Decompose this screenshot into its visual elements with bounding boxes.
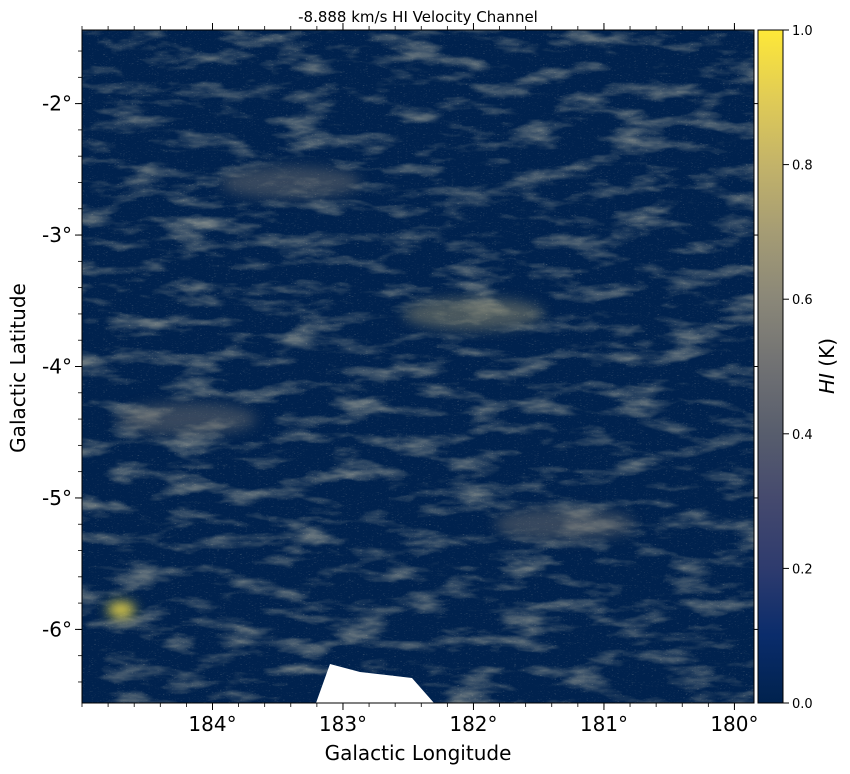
emission-feature-bright-spot (107, 601, 136, 618)
x-tick-label: 180° (710, 712, 758, 736)
colorbar-tick-label: 0.4 (792, 428, 813, 443)
y-tick-label: -5° (42, 486, 72, 510)
colorbar-axis: 0.0 0.2 0.4 0.6 0.8 1.0 (783, 24, 813, 712)
colorbar-tick-label: 0.8 (792, 159, 813, 174)
x-axis: 184° 183° 182° 181° 180° (81, 23, 759, 736)
colorbar-tick-label: 1.0 (792, 24, 813, 39)
y-axis: -2° -3° -4° -5° -6° (42, 50, 758, 683)
y-tick-label: -2° (42, 92, 72, 116)
colorbar-label-unit: (K) (815, 338, 839, 373)
colorbar-label-quantity: HI (815, 373, 839, 394)
emission-feature-filament-a (403, 297, 544, 330)
no-data-region (316, 664, 434, 703)
y-tick-label: -4° (42, 355, 72, 379)
colorbar-tick-label: 0.2 (792, 562, 813, 577)
x-tick-label: 182° (449, 712, 497, 736)
y-axis-label: Galactic Latitude (6, 283, 30, 453)
heatmap-image (82, 30, 754, 703)
y-tick-label: -6° (42, 617, 72, 641)
x-axis-label: Galactic Longitude (325, 741, 512, 765)
emission-feature-filament-c (220, 166, 361, 199)
chart-title: -8.888 km/s HI Velocity Channel (298, 8, 538, 26)
emission-feature-ridge-d (494, 508, 635, 541)
y-tick-label: -3° (42, 223, 72, 247)
colorbar-tick-label: 0.0 (792, 697, 813, 712)
x-tick-label: 184° (188, 712, 236, 736)
emission-feature-filament-b (116, 403, 257, 436)
colorbar-label: HI (K) (815, 338, 839, 394)
colorbar-tick-label: 0.6 (792, 293, 813, 308)
x-tick-label: 183° (319, 712, 367, 736)
x-tick-label: 181° (580, 712, 628, 736)
colorbar (757, 29, 784, 704)
